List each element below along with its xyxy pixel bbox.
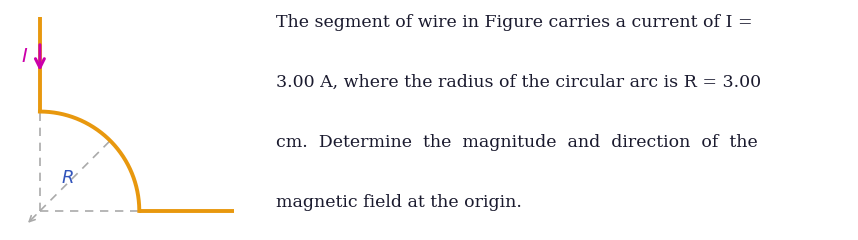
Text: cm.  Determine  the  magnitude  and  direction  of  the: cm. Determine the magnitude and directio… — [276, 134, 758, 151]
Text: The segment of wire in Figure carries a current of I =: The segment of wire in Figure carries a … — [276, 14, 752, 31]
Text: magnetic field at the origin.: magnetic field at the origin. — [276, 194, 522, 211]
Text: $I$: $I$ — [21, 47, 28, 66]
Text: 3.00 A, where the radius of the circular arc is R = 3.00: 3.00 A, where the radius of the circular… — [276, 74, 761, 91]
Text: $R$: $R$ — [61, 169, 74, 187]
